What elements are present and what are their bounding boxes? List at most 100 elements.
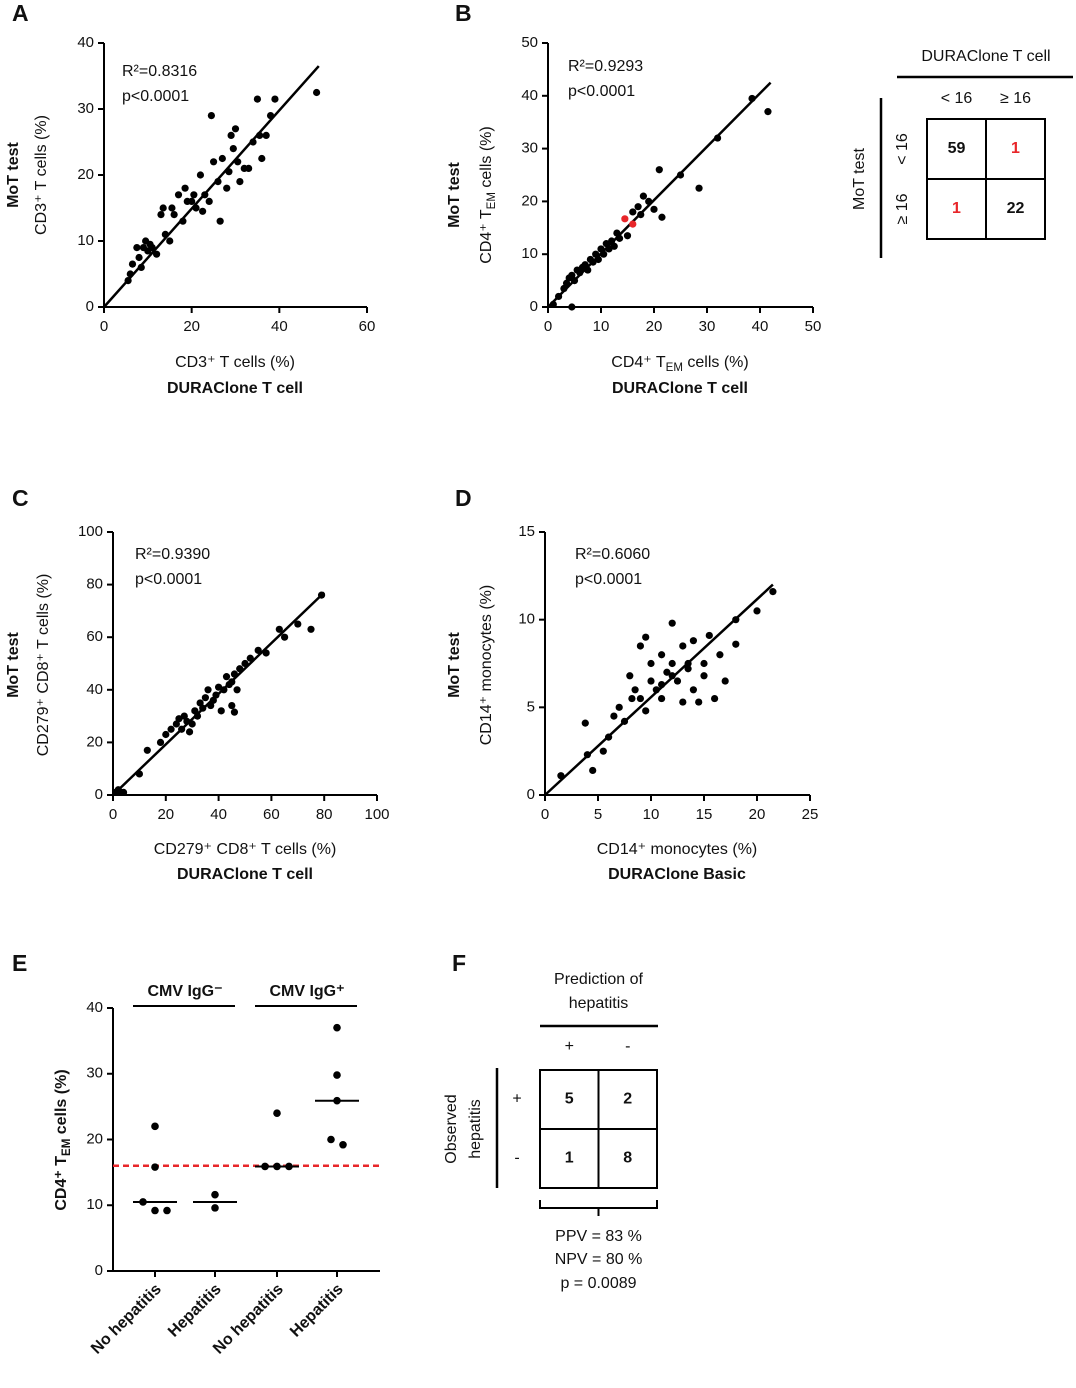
point bbox=[663, 668, 671, 676]
point bbox=[658, 680, 666, 689]
x-tick-label: 60 bbox=[359, 318, 376, 335]
row-label: - bbox=[514, 1150, 519, 1167]
point bbox=[568, 303, 576, 311]
x-tick-label: 25 bbox=[802, 806, 819, 823]
x-tick-label: 20 bbox=[646, 318, 663, 335]
x-tick-label: 100 bbox=[364, 806, 389, 823]
column-label: - bbox=[625, 1038, 630, 1055]
y-tick-label: 40 bbox=[86, 999, 103, 1016]
table-cell: 59 bbox=[948, 140, 966, 157]
y-axis-label: MoT test bbox=[446, 631, 463, 697]
table-cell: 2 bbox=[623, 1091, 632, 1108]
point bbox=[126, 270, 134, 278]
y-axis-label: MoT test bbox=[5, 631, 22, 697]
point bbox=[339, 1140, 347, 1149]
x-tick-label: 10 bbox=[593, 318, 610, 335]
point bbox=[647, 659, 655, 668]
point bbox=[615, 234, 624, 242]
point bbox=[170, 211, 178, 219]
x-tick-label: 15 bbox=[696, 806, 713, 823]
point bbox=[214, 178, 222, 186]
point bbox=[205, 197, 213, 205]
y-tick-label: 100 bbox=[78, 523, 103, 540]
annotation: R²=0.8316 bbox=[122, 63, 197, 80]
y-tick-label: 50 bbox=[521, 34, 538, 51]
point bbox=[204, 686, 212, 694]
point bbox=[615, 703, 623, 711]
point bbox=[721, 677, 729, 685]
point bbox=[623, 232, 632, 240]
bracket bbox=[539, 1200, 658, 1216]
x-tick-label: 5 bbox=[594, 806, 602, 823]
point bbox=[684, 665, 692, 673]
table-cell: 1 bbox=[952, 200, 961, 217]
point bbox=[634, 203, 642, 211]
point bbox=[207, 112, 215, 120]
group-label: CMV IgG⁺ bbox=[269, 983, 344, 1000]
x-tick-label: 20 bbox=[183, 318, 200, 335]
y-tick-label: 30 bbox=[521, 140, 538, 157]
point bbox=[234, 158, 242, 166]
point bbox=[700, 672, 708, 680]
point bbox=[275, 625, 283, 633]
point bbox=[705, 631, 713, 640]
point bbox=[230, 708, 239, 716]
point bbox=[151, 1122, 159, 1131]
row-header: Observed bbox=[443, 1094, 460, 1163]
point bbox=[163, 1206, 171, 1215]
annotation: p<0.0001 bbox=[135, 571, 202, 588]
point bbox=[222, 673, 231, 681]
point bbox=[629, 220, 637, 228]
x-axis-label: CD14⁺ monocytes (%) bbox=[597, 841, 758, 858]
point bbox=[647, 677, 655, 685]
point bbox=[676, 171, 685, 179]
point bbox=[148, 244, 156, 252]
point bbox=[179, 217, 187, 225]
panel-label: B bbox=[455, 0, 472, 26]
point bbox=[769, 588, 777, 596]
point bbox=[658, 651, 666, 659]
point bbox=[228, 701, 236, 710]
table-cell: 1 bbox=[1011, 140, 1020, 157]
x-axis-label: DURAClone Basic bbox=[608, 866, 746, 883]
point bbox=[668, 672, 676, 680]
point bbox=[137, 263, 145, 271]
point bbox=[128, 260, 137, 268]
point bbox=[658, 694, 666, 703]
point bbox=[201, 694, 209, 702]
table-cell: 1 bbox=[565, 1150, 574, 1167]
point bbox=[673, 677, 682, 685]
point bbox=[181, 184, 189, 192]
point bbox=[262, 649, 270, 657]
annotation: p<0.0001 bbox=[575, 571, 642, 588]
point bbox=[236, 178, 244, 186]
point bbox=[245, 164, 253, 172]
x-tick-label: Hepatitis bbox=[287, 1281, 347, 1341]
point bbox=[266, 112, 275, 120]
point bbox=[650, 205, 658, 213]
point bbox=[636, 694, 645, 703]
point bbox=[620, 717, 629, 725]
x-tick-label: 20 bbox=[749, 806, 766, 823]
point bbox=[333, 1071, 341, 1079]
row-header: MoT test bbox=[851, 147, 868, 210]
annotation: p<0.0001 bbox=[568, 83, 635, 100]
point bbox=[135, 770, 143, 778]
point bbox=[628, 694, 636, 703]
point bbox=[135, 253, 143, 262]
x-axis-label-part: cells (%) bbox=[683, 354, 749, 371]
point bbox=[254, 646, 262, 654]
x-tick-label: 0 bbox=[100, 318, 108, 335]
point bbox=[557, 772, 565, 780]
panel-label: D bbox=[455, 485, 472, 511]
x-axis-label: DURAClone T cell bbox=[177, 866, 313, 883]
y-tick-label: 5 bbox=[527, 698, 535, 715]
annotation: R²=0.6060 bbox=[575, 546, 650, 563]
point bbox=[626, 672, 634, 680]
y-tick-label: 10 bbox=[77, 232, 94, 249]
table-header: DURAClone T cell bbox=[921, 48, 1050, 65]
point bbox=[589, 766, 597, 775]
point bbox=[629, 208, 637, 216]
y-axis-label-part: CD4⁺ T bbox=[478, 209, 495, 264]
group-label: CMV IgG⁻ bbox=[147, 983, 222, 1000]
